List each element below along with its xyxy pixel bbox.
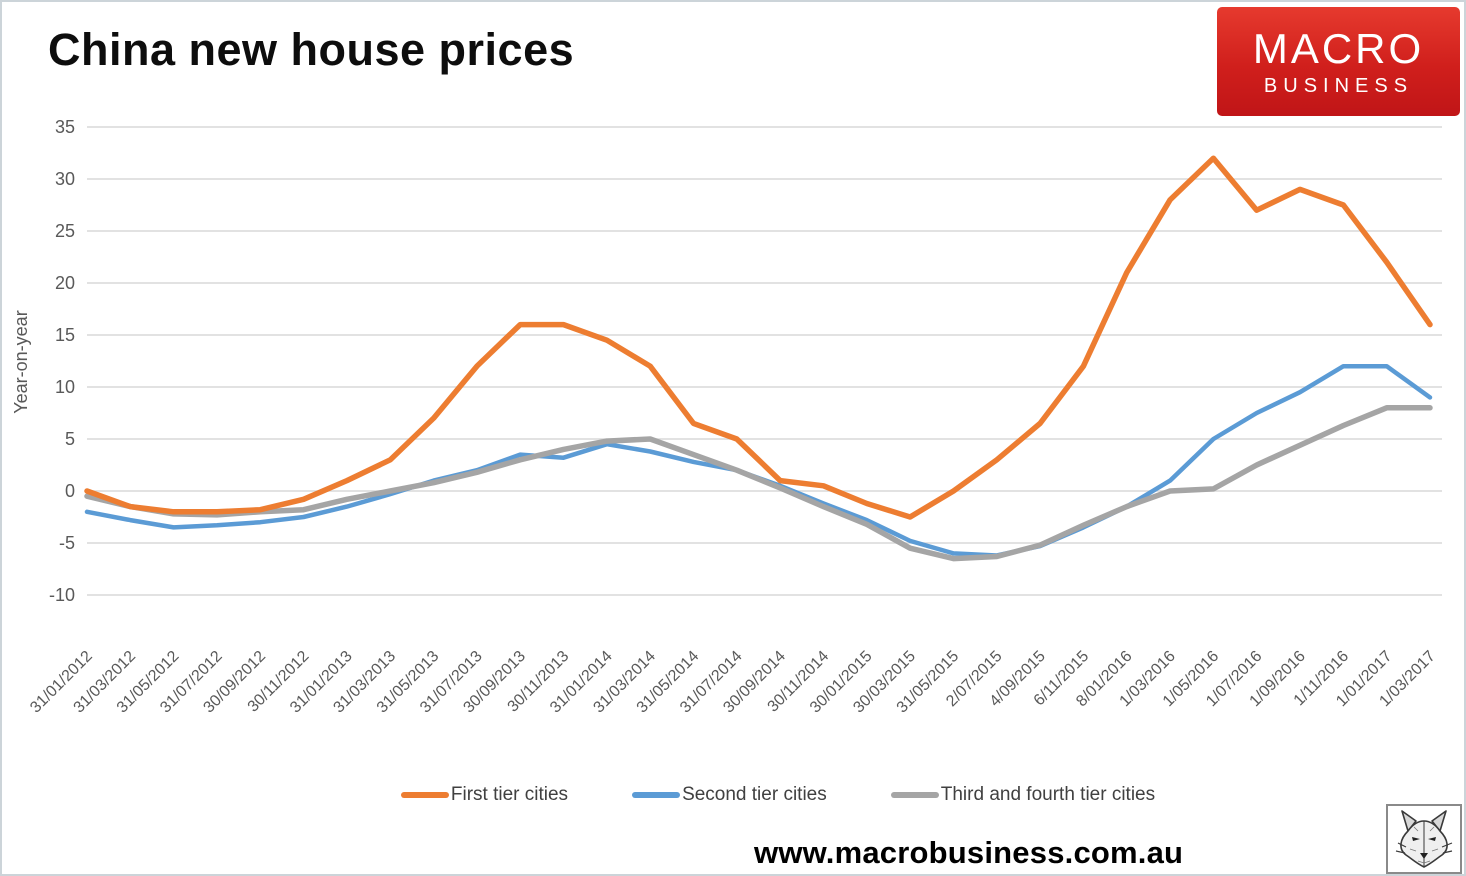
y-tick-label: 0 xyxy=(65,481,75,501)
legend-label: Second tier cities xyxy=(682,784,827,805)
logo-text-business: BUSINESS xyxy=(1263,74,1414,97)
chart-legend: First tier cities Second tier cities Thi… xyxy=(2,784,1464,806)
macrobusiness-logo: MACRO BUSINESS xyxy=(1217,7,1460,116)
y-tick-label: 5 xyxy=(65,429,75,449)
y-tick-label: -5 xyxy=(59,533,75,553)
series-line-third-and-fourth-tier-cities xyxy=(84,405,1433,562)
y-axis-title: Year-on-year xyxy=(11,310,31,413)
logo-text-macro: MACRO xyxy=(1252,24,1425,72)
y-tick-label: 20 xyxy=(55,273,75,293)
legend-label: Third and fourth tier cities xyxy=(940,784,1156,805)
wolf-head-icon xyxy=(1395,810,1453,868)
y-tick-label: 10 xyxy=(55,377,75,397)
y-tick-label: 30 xyxy=(55,169,75,189)
second-tier-line-swatch xyxy=(632,792,681,798)
y-tick-label: 25 xyxy=(55,221,75,241)
legend-item-third-tier: Third and fourth tier cities xyxy=(890,784,1156,806)
y-tick-label: -10 xyxy=(49,585,75,605)
third-fourth-tier-line-swatch xyxy=(890,792,939,798)
y-tick-label: 15 xyxy=(55,325,75,345)
legend-item-first-tier: First tier cities xyxy=(400,784,569,806)
series-line-first-tier-cities xyxy=(84,155,1433,520)
legend-label: First tier cities xyxy=(450,784,569,805)
first-tier-line-swatch xyxy=(400,792,449,798)
chart-title: China new house prices xyxy=(48,24,575,75)
legend-item-second-tier: Second tier cities xyxy=(632,784,827,806)
y-tick-label: 35 xyxy=(55,117,75,137)
wolf-logo-box xyxy=(1386,804,1462,874)
watermark-url: www.macrobusiness.com.au xyxy=(754,835,1184,870)
